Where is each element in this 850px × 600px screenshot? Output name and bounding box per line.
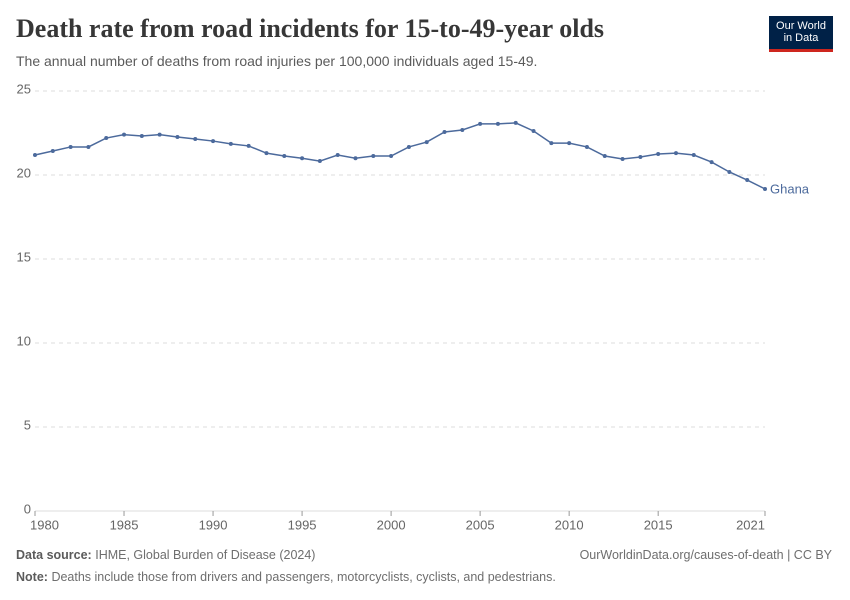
x-tick-label: 2015 bbox=[644, 517, 673, 532]
point bbox=[246, 143, 251, 148]
point bbox=[549, 141, 554, 146]
source-text[interactable]: IHME, Global Burden of Disease (2024) bbox=[95, 548, 316, 562]
point bbox=[602, 154, 607, 159]
point bbox=[424, 140, 429, 145]
chart-title: Death rate from road incidents for 15-to… bbox=[16, 14, 605, 43]
point bbox=[709, 160, 714, 165]
y-tick-label: 25 bbox=[17, 81, 31, 96]
x-tick-label: 1980 bbox=[30, 517, 59, 532]
point bbox=[620, 157, 625, 162]
x-tick-label: 1985 bbox=[110, 517, 139, 532]
x-tick-label: 2005 bbox=[466, 517, 495, 532]
chart: 0 5 10 15 20 25 1980 1985 1990 1995 2000 2005 2010 20… bbox=[17, 81, 810, 532]
point bbox=[442, 129, 447, 134]
y-tick-label: 0 bbox=[24, 501, 31, 516]
point bbox=[228, 141, 233, 146]
y-tick-label: 5 bbox=[24, 417, 31, 432]
series-label: Ghana bbox=[770, 181, 810, 196]
point bbox=[371, 154, 376, 159]
point bbox=[264, 151, 269, 156]
point bbox=[300, 156, 305, 161]
point bbox=[567, 141, 572, 146]
point bbox=[86, 144, 91, 149]
point bbox=[282, 154, 287, 159]
point bbox=[638, 155, 643, 160]
point bbox=[531, 128, 536, 133]
point bbox=[389, 154, 394, 159]
url[interactable]: OurWorldinData.org/causes-of-death | CC … bbox=[579, 548, 832, 562]
point bbox=[727, 169, 732, 174]
point bbox=[406, 144, 411, 149]
point bbox=[495, 121, 500, 126]
point bbox=[175, 135, 180, 140]
note-text: Deaths include those from drivers and pa… bbox=[51, 570, 556, 584]
point bbox=[763, 186, 767, 191]
point bbox=[68, 144, 73, 149]
point bbox=[157, 132, 162, 137]
logo[interactable]: Our World in Data bbox=[769, 16, 833, 52]
point bbox=[33, 153, 37, 158]
point bbox=[584, 144, 589, 149]
y-tick-label: 20 bbox=[17, 165, 31, 180]
x-tick-label: 1995 bbox=[288, 517, 317, 532]
logo-text: in Data bbox=[783, 32, 819, 44]
x-tick-label: 1990 bbox=[199, 517, 228, 532]
x-tick-label: 2000 bbox=[377, 517, 406, 532]
point bbox=[353, 156, 358, 161]
point bbox=[745, 178, 750, 183]
chart-subtitle: The annual number of deaths from road in… bbox=[16, 53, 538, 69]
logo-text: Our World bbox=[776, 20, 826, 32]
source-label: Data source: bbox=[16, 548, 92, 562]
point bbox=[104, 136, 109, 141]
point bbox=[211, 139, 216, 144]
point bbox=[460, 127, 465, 132]
x-tick-label: 2010 bbox=[555, 517, 584, 532]
point bbox=[335, 153, 340, 158]
point bbox=[513, 120, 518, 125]
y-tick-label: 15 bbox=[17, 249, 31, 264]
point bbox=[673, 151, 678, 156]
point bbox=[139, 134, 144, 139]
point bbox=[193, 137, 198, 142]
point bbox=[122, 132, 127, 137]
point bbox=[691, 153, 696, 158]
note: Note: Deaths include those from drivers … bbox=[16, 570, 556, 584]
point bbox=[478, 121, 483, 126]
series-line bbox=[34, 122, 766, 190]
point bbox=[317, 159, 322, 164]
note-label: Note: bbox=[16, 570, 48, 584]
point bbox=[50, 148, 55, 153]
y-tick-label: 10 bbox=[17, 333, 31, 348]
source: Data source: IHME, Global Burden of Dise… bbox=[16, 548, 315, 562]
x-tick-label: 2021 bbox=[736, 517, 765, 532]
point bbox=[656, 152, 661, 156]
